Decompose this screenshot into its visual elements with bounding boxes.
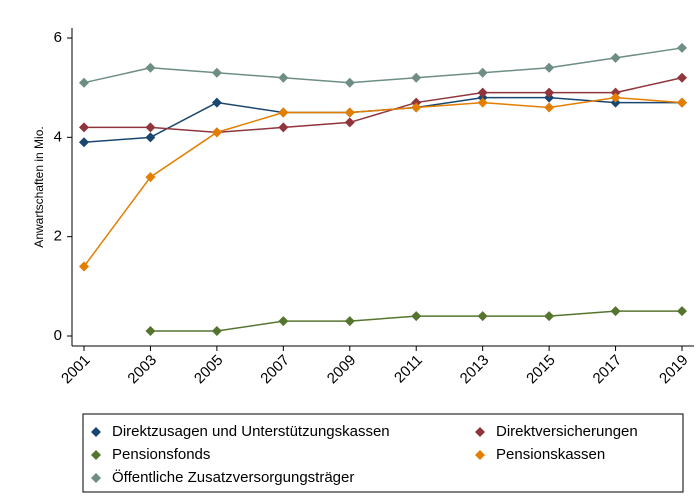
point-marker bbox=[145, 326, 156, 337]
point-marker bbox=[145, 62, 156, 73]
point-marker bbox=[610, 306, 621, 317]
point-marker bbox=[211, 127, 222, 138]
point-marker bbox=[411, 72, 422, 83]
point-marker bbox=[677, 97, 687, 108]
point-marker bbox=[211, 67, 222, 78]
point-marker bbox=[544, 62, 555, 73]
point-marker bbox=[610, 92, 621, 103]
point-marker bbox=[544, 311, 555, 322]
point-marker bbox=[544, 87, 555, 98]
x-tick-label: 2003 bbox=[124, 352, 160, 388]
point-marker bbox=[344, 77, 355, 88]
series-line bbox=[83, 96, 682, 144]
point-marker bbox=[477, 97, 488, 108]
point-marker bbox=[677, 42, 687, 53]
x-tick-label: 2011 bbox=[391, 352, 426, 387]
y-tick-label: 6 bbox=[54, 29, 62, 46]
legend-label: Direktversicherungen bbox=[496, 423, 638, 440]
point-marker bbox=[344, 316, 355, 327]
x-tick-label: 2007 bbox=[257, 352, 293, 388]
legend-label: Pensionskassen bbox=[496, 446, 605, 463]
point-marker bbox=[79, 77, 89, 88]
x-tick-label: 2017 bbox=[590, 352, 626, 388]
point-marker bbox=[477, 67, 488, 78]
point-marker bbox=[211, 326, 222, 337]
legend-label: Pensionsfonds bbox=[112, 446, 210, 463]
series-line bbox=[83, 47, 683, 84]
legend-marker bbox=[475, 427, 485, 437]
point-marker bbox=[79, 137, 89, 148]
legend-label: Direktzusagen und Unterstützungskassen bbox=[112, 423, 390, 440]
legend-marker bbox=[91, 473, 101, 483]
point-marker bbox=[344, 107, 355, 118]
point-marker bbox=[610, 52, 621, 63]
point-marker bbox=[145, 132, 156, 143]
series-line bbox=[84, 77, 683, 134]
point-marker bbox=[145, 172, 156, 183]
point-marker bbox=[677, 306, 687, 317]
legend-label: Öffentliche Zusatzversorgungsträger bbox=[112, 468, 354, 486]
point-marker bbox=[477, 311, 488, 322]
y-tick-label: 0 bbox=[54, 327, 62, 344]
point-marker bbox=[79, 122, 89, 133]
point-marker bbox=[677, 72, 687, 83]
x-tick-label: 2009 bbox=[324, 352, 360, 388]
x-tick-label: 2013 bbox=[457, 352, 493, 388]
x-tick-label: 2001 bbox=[58, 352, 94, 388]
legend-marker bbox=[91, 450, 101, 460]
y-tick-label: 4 bbox=[54, 128, 62, 145]
point-marker bbox=[411, 102, 422, 113]
legend-marker bbox=[91, 427, 101, 437]
series-line bbox=[83, 96, 683, 267]
point-marker bbox=[79, 261, 89, 272]
x-tick-label: 2019 bbox=[656, 352, 692, 388]
point-marker bbox=[278, 122, 289, 133]
point-marker bbox=[344, 117, 355, 128]
point-marker bbox=[145, 122, 156, 133]
point-marker bbox=[278, 316, 289, 327]
point-marker bbox=[411, 311, 422, 322]
x-tick-label: 2005 bbox=[191, 352, 227, 388]
point-marker bbox=[278, 72, 289, 83]
legend-box bbox=[82, 413, 684, 493]
x-tick-label: 2015 bbox=[523, 352, 559, 388]
y-axis-label: Anwartschaften in Mio. bbox=[32, 126, 46, 247]
point-marker bbox=[278, 107, 289, 118]
y-tick-label: 2 bbox=[54, 228, 62, 245]
point-marker bbox=[211, 97, 222, 108]
point-marker bbox=[477, 87, 488, 98]
point-marker bbox=[544, 102, 555, 113]
legend-marker bbox=[475, 450, 485, 460]
